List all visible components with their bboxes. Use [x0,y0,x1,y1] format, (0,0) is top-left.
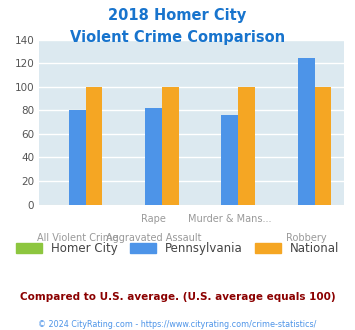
Text: © 2024 CityRating.com - https://www.cityrating.com/crime-statistics/: © 2024 CityRating.com - https://www.city… [38,320,317,329]
Text: Violent Crime Comparison: Violent Crime Comparison [70,30,285,45]
Bar [298,58,315,205]
Bar [238,87,255,205]
Text: All Violent Crime: All Violent Crime [37,233,118,243]
Bar [222,115,238,205]
Bar [69,110,86,205]
Text: Compared to U.S. average. (U.S. average equals 100): Compared to U.S. average. (U.S. average … [20,292,335,302]
Bar [162,87,179,205]
Bar [315,87,331,205]
Text: 2018 Homer City: 2018 Homer City [108,8,247,23]
Text: Rape: Rape [141,214,166,224]
Text: Aggravated Assault: Aggravated Assault [106,233,201,243]
Text: Murder & Mans...: Murder & Mans... [188,214,272,224]
Bar [145,108,162,205]
Bar [86,87,102,205]
Legend: Homer City, Pennsylvania, National: Homer City, Pennsylvania, National [11,237,344,260]
Text: Robbery: Robbery [286,233,327,243]
